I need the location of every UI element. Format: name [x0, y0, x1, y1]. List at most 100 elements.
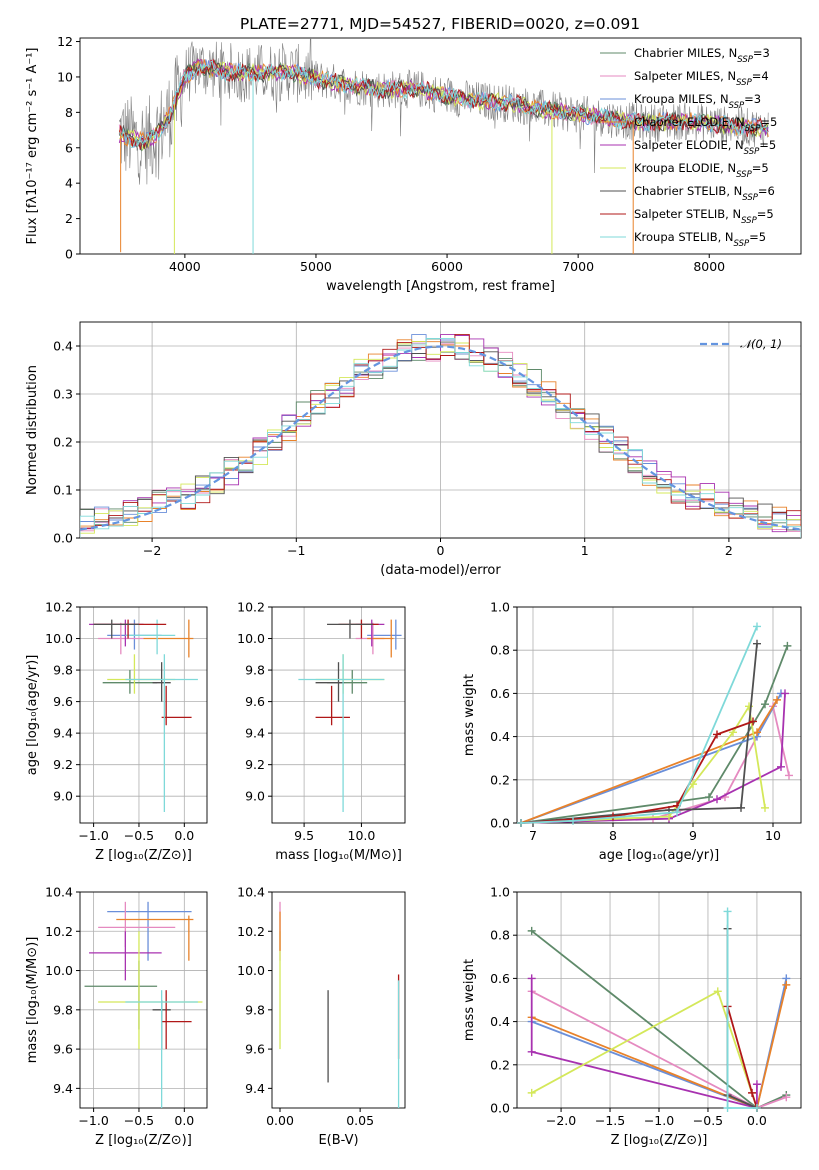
x-tick-label: −1 [287, 543, 305, 558]
x-tick-label: −2 [143, 543, 161, 558]
weight-line-kroupa-stelib [520, 626, 758, 824]
spectrum-ylabel: Flux [fλ10⁻¹⁷ erg cm⁻² s⁻¹ A⁻¹] [25, 48, 40, 245]
weight-vs-age-axes: 7 8 9 10 0.0 0.2 0.4 0.6 0.8 1.0 age [log₁₀(age/yr… [462, 600, 802, 863]
y-tick-label: 0.4 [53, 339, 73, 354]
figure-title: PLATE=2771, MJD=54527, FIBERID=0020, z=0… [240, 15, 640, 33]
weight-line-chabrier-stelib [520, 643, 758, 824]
mass-vs-Z-axes: −1.0 −0.5 0.0 9.4 9.6 9.8 10.0 10.2 10.4 Z [log₁₀… [25, 885, 208, 1148]
x-tick-label: 9 [689, 828, 697, 843]
weight-point-marker [517, 819, 525, 827]
age-vs-mass-frame [271, 606, 406, 824]
y-tick-label: 1.0 [490, 600, 510, 615]
y-tick-label: 4 [65, 176, 73, 191]
residuals-xlabel: (data-model)/error [380, 563, 501, 578]
y-tick-label: 10.4 [237, 885, 265, 900]
residuals-ylabel: Normed distribution [25, 365, 40, 495]
y-tick-label: 0.0 [490, 1101, 510, 1116]
y-tick-label: 0.2 [53, 435, 73, 450]
weight-point-marker [713, 730, 721, 739]
y-tick-label: 9.0 [53, 789, 73, 804]
weight-vs-age-xlabel: age [log₁₀(age/yr)] [599, 848, 720, 863]
y-tick-label: 0.2 [490, 1057, 510, 1072]
x-tick-label: 4000 [169, 259, 201, 274]
x-tick-label: 1 [581, 543, 589, 558]
legend-label: 𝒩(0, 1) [740, 337, 782, 351]
weight-line-kroupa-elodie [520, 703, 766, 824]
legend-label: Kroupa MILES, NSSP=3 [634, 92, 761, 111]
weight-point-marker [569, 816, 577, 825]
x-tick-label: 7 [529, 828, 537, 843]
x-tick-label: 8 [609, 828, 617, 843]
weight-point-marker [777, 762, 785, 771]
weight-point-marker [785, 771, 793, 780]
y-tick-label: 8 [65, 105, 73, 120]
x-tick-label: −1.0 [644, 1113, 674, 1128]
weight-point-marker [689, 780, 697, 789]
mass-vs-ebv-frame [271, 891, 406, 1109]
y-tick-label: 9.8 [245, 663, 265, 678]
y-tick-label: 9.0 [245, 789, 265, 804]
y-tick-label: 9.6 [245, 694, 265, 709]
spectrum-axes: 4000 5000 6000 7000 8000 0 2 4 6 8 10 12 wavelength … [25, 34, 802, 294]
y-tick-label: 10.0 [237, 963, 265, 978]
mass-vs-Z-ylabel: mass [log₁₀(M/M⊙)] [25, 937, 40, 1064]
y-tick-label: 10.2 [45, 924, 73, 939]
y-tick-label: 0.0 [53, 531, 73, 546]
weight-point-marker [761, 700, 769, 709]
y-tick-label: 6 [65, 140, 73, 155]
legend-label: Salpeter MILES, NSSP=4 [634, 69, 769, 88]
weight-point-marker [753, 728, 761, 737]
x-tick-label: −1.0 [78, 828, 108, 843]
weight-point-marker [773, 695, 781, 704]
weight-point-marker [705, 793, 713, 802]
y-tick-label: 0.3 [53, 387, 73, 402]
y-tick-label: 9.8 [53, 1002, 73, 1017]
x-tick-label: 5000 [300, 259, 332, 274]
weight-point-marker [527, 1047, 536, 1056]
legend-label: Salpeter STELIB, NSSP=5 [634, 207, 774, 226]
y-tick-label: 1.0 [490, 885, 510, 900]
y-tick-label: 10 [57, 69, 73, 84]
y-tick-label: 10.4 [45, 885, 73, 900]
y-tick-label: 9.4 [245, 1081, 265, 1096]
weight-vs-age-frame [516, 606, 802, 824]
normal-curve [79, 345, 802, 531]
y-tick-label: 0.4 [490, 1014, 510, 1029]
x-tick-label: 2 [725, 543, 733, 558]
weight-point-marker [753, 622, 761, 631]
mass-vs-Z-frame [79, 891, 208, 1109]
y-tick-label: 10.2 [237, 600, 265, 615]
x-tick-label: 10.0 [348, 828, 376, 843]
age-vs-Z-xlabel: Z [log₁₀(Z/Z⊙)] [95, 848, 192, 863]
weight-vs-Z-xlabel: Z [log₁₀(Z/Z⊙)] [611, 1133, 708, 1148]
y-tick-label: 9.6 [53, 1042, 73, 1057]
mass-vs-Z-xlabel: Z [log₁₀(Z/Z⊙)] [95, 1133, 192, 1148]
y-tick-label: 9.8 [53, 663, 73, 678]
spectrum-xlabel: wavelength [Angstrom, rest frame] [326, 279, 555, 294]
x-tick-label: 0.05 [346, 1113, 374, 1128]
legend-label: Kroupa STELIB, NSSP=5 [634, 230, 766, 249]
spectrum-legend: Chabrier MILES, NSSP=3 Salpeter MILES, NS… [600, 46, 777, 249]
weight-vs-age-ylabel: mass weight [462, 674, 477, 756]
age-vs-mass-xlabel: mass [log₁₀(M/M⊙)] [275, 848, 402, 863]
age-vs-mass-axes: 9.5 10.0 9.0 9.2 9.4 9.6 9.8 10.0 10.2 mass [log₁… [237, 600, 406, 863]
model-line-salpeter-elodie [118, 58, 769, 150]
y-tick-label: 0.0 [490, 816, 510, 831]
age-vs-Z-axes: −1.0 −0.5 0.0 9.0 9.2 9.4 9.6 9.8 10.0 10.2 Z [log… [25, 600, 208, 863]
weight-point-marker [713, 987, 722, 996]
y-tick-label: 0 [65, 247, 73, 262]
y-tick-label: 9.2 [53, 757, 73, 772]
x-tick-label: 8000 [693, 259, 725, 274]
model-line-chabrier-stelib [119, 62, 769, 151]
weight-point-marker [761, 803, 769, 812]
y-tick-label: 9.4 [53, 726, 73, 741]
model-line-kroupa-stelib [118, 60, 769, 148]
y-tick-label: 2 [65, 211, 73, 226]
x-tick-label: 0.0 [174, 828, 194, 843]
weight-point-marker [752, 1080, 761, 1089]
y-tick-label: 0.6 [490, 971, 510, 986]
weight-point-marker [753, 639, 761, 648]
mass-vs-ebv-xlabel: E(B-V) [318, 1133, 358, 1148]
x-tick-label: −0.5 [124, 1113, 154, 1128]
weight-point-marker [782, 1093, 791, 1102]
